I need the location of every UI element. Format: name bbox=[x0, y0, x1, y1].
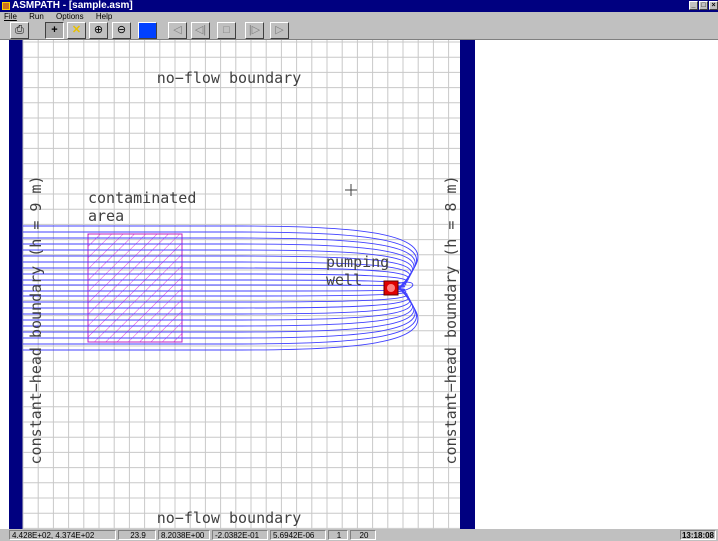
minimize-button[interactable]: _ bbox=[689, 1, 698, 10]
menu-file[interactable]: File bbox=[4, 12, 17, 21]
status-coords: 4.428E+02, 4.374E+02 bbox=[9, 530, 116, 540]
pathline bbox=[23, 286, 412, 321]
status-bar: 4.428E+02, 4.374E+02 23.9 8.2038E+00 -2.… bbox=[0, 529, 718, 541]
maximize-button[interactable]: □ bbox=[699, 1, 708, 10]
well-center bbox=[387, 284, 395, 292]
step-back-button[interactable]: ◁ bbox=[168, 22, 187, 39]
rewind-button[interactable]: ◁| bbox=[191, 22, 210, 39]
x-mark-icon: ✕ bbox=[71, 24, 82, 36]
status-value-3: -2.0382E-01 bbox=[212, 530, 268, 540]
menu-options[interactable]: Options bbox=[56, 12, 84, 21]
status-value-4: 5.6942E-06 bbox=[270, 530, 326, 540]
menu-help[interactable]: Help bbox=[95, 12, 113, 21]
well-label: pumping bbox=[326, 253, 389, 271]
title-bar: ASMPATH - [sample.asm] _ □ × bbox=[0, 0, 718, 12]
contaminated-area bbox=[87, 233, 183, 343]
status-value-5: 1 bbox=[328, 530, 348, 540]
zoom-out-button[interactable]: ⊖ bbox=[112, 22, 131, 39]
toolbar: ⎙ + ✕ ⊕ ⊖ ◁ ◁| □ |▷ ▷ bbox=[0, 21, 718, 40]
cursor-crosshair bbox=[345, 184, 357, 196]
clear-button[interactable]: ✕ bbox=[67, 22, 86, 39]
zoom-out-icon: ⊖ bbox=[116, 24, 127, 36]
crosshair-button[interactable]: + bbox=[45, 22, 64, 39]
pathline bbox=[23, 287, 408, 303]
window-title: ASMPATH - [sample.asm] bbox=[12, 0, 133, 11]
forward-button[interactable]: |▷ bbox=[245, 22, 264, 39]
forward-icon: |▷ bbox=[248, 24, 261, 36]
bottom-boundary-label: no−flow boundary bbox=[157, 509, 302, 527]
well-label-2: well bbox=[326, 271, 362, 289]
model-canvas[interactable]: no−flow boundary no−flow boundary consta… bbox=[0, 40, 718, 529]
left-boundary-label: constant−head boundary (h = 9 m) bbox=[27, 176, 45, 465]
crosshair-icon: + bbox=[51, 24, 58, 36]
rewind-icon: ◁| bbox=[194, 24, 207, 36]
play-button[interactable]: ▷ bbox=[270, 22, 289, 39]
contaminated-label-2: area bbox=[88, 207, 124, 225]
menu-run[interactable]: Run bbox=[29, 12, 44, 21]
step-back-icon: ◁ bbox=[173, 24, 182, 36]
status-value-2: 8.2038E+00 bbox=[158, 530, 210, 540]
workspace: no−flow boundary no−flow boundary consta… bbox=[0, 40, 718, 529]
stop-icon: □ bbox=[223, 24, 230, 36]
status-value-1: 23.9 bbox=[118, 530, 156, 540]
print-button[interactable]: ⎙ bbox=[10, 22, 29, 39]
zoom-in-icon: ⊕ bbox=[93, 24, 104, 36]
right-boundary-label: constant−head boundary (h = 8 m) bbox=[442, 176, 460, 465]
contaminated-label: contaminated bbox=[88, 189, 196, 207]
print-icon: ⎙ bbox=[15, 24, 24, 36]
window-controls: _ □ × bbox=[689, 1, 718, 10]
top-boundary-label: no−flow boundary bbox=[157, 69, 302, 87]
zoom-in-button[interactable]: ⊕ bbox=[89, 22, 108, 39]
play-icon: ▷ bbox=[275, 24, 284, 36]
left-border bbox=[9, 40, 23, 529]
pathline bbox=[23, 286, 415, 333]
menu-bar: File Run Options Help bbox=[0, 12, 718, 21]
status-clock: 13:18:08 bbox=[680, 530, 716, 540]
color-button[interactable] bbox=[138, 22, 157, 39]
stop-button[interactable]: □ bbox=[217, 22, 236, 39]
close-button[interactable]: × bbox=[709, 1, 718, 10]
pathline bbox=[396, 281, 414, 293]
app-icon bbox=[2, 2, 10, 10]
status-value-6: 20 bbox=[350, 530, 376, 540]
right-border bbox=[460, 40, 475, 529]
